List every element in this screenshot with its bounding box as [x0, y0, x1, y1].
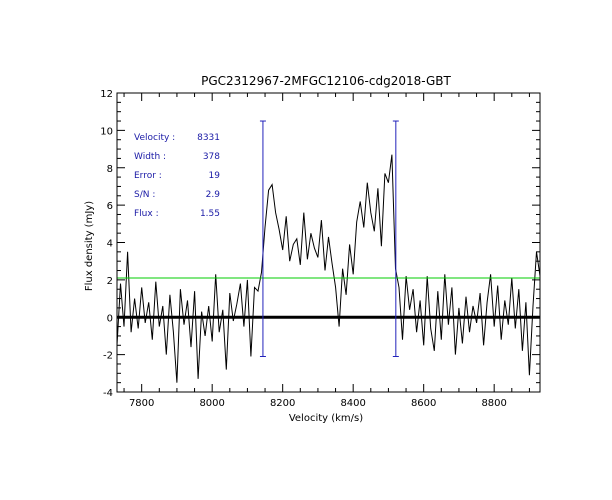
stat-label: Width : [134, 152, 166, 162]
stat-label: Flux : [134, 209, 159, 219]
plot-area: 7800 8000 8200 8400 8600 8800 -4 -2 0 2 4 6 8 10 12 [100, 89, 541, 409]
y-tick-label: 0 [107, 313, 113, 324]
y-tick-label: -2 [103, 351, 113, 362]
y-tick-label: 10 [100, 126, 113, 137]
x-axis-label: Velocity (km/s) [289, 413, 363, 424]
stat-label: Error : [134, 171, 162, 181]
y-tick-label: 12 [100, 89, 113, 100]
stat-value: 2.9 [206, 190, 221, 200]
plot-frame [116, 92, 541, 393]
x-tick-label: 8000 [199, 398, 224, 409]
x-tick-label: 8400 [340, 398, 365, 409]
x-tick-label: 8600 [411, 398, 436, 409]
stat-value: 378 [203, 152, 220, 162]
chart-title: PGC2312967-2MFGC12106-cdg2018-GBT [201, 74, 451, 88]
x-tick-label: 7800 [129, 398, 154, 409]
spectrum-line [116, 154, 541, 383]
stat-value: 19 [209, 171, 221, 181]
x-tick-label: 8200 [270, 398, 295, 409]
y-tick-label: 6 [107, 201, 113, 212]
y-tick-label: 2 [107, 276, 113, 287]
y-tick-label: 4 [107, 239, 113, 250]
y-tick-label: 8 [107, 164, 113, 175]
stat-value: 8331 [197, 133, 220, 143]
x-tick-label: 8800 [481, 398, 506, 409]
stat-value: 1.55 [200, 209, 220, 219]
stat-label: S/N : [134, 190, 155, 200]
stat-label: Velocity : [134, 133, 175, 143]
y-axis-label: Flux density (mJy) [84, 201, 95, 291]
stats-block: Velocity : 8331 Width : 378 Error : 19 S/N : 2.… [134, 133, 220, 219]
y-tick-label: -4 [103, 388, 113, 399]
